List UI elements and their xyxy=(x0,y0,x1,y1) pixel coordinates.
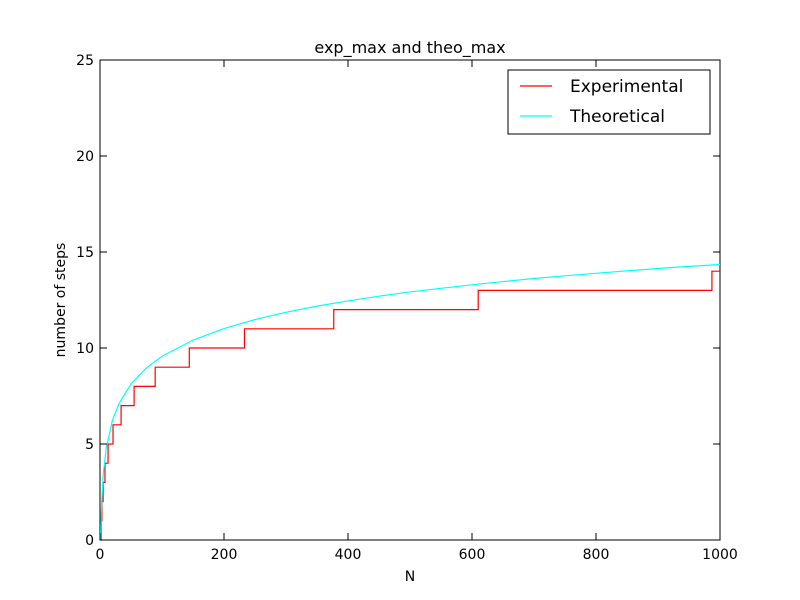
chart-title: exp_max and theo_max xyxy=(314,38,505,58)
y-tick-label: 25 xyxy=(76,53,94,69)
x-tick-label: 1000 xyxy=(702,547,738,563)
series-line-theoretical xyxy=(100,263,721,541)
series-layer xyxy=(100,263,721,541)
y-tick-label: 0 xyxy=(85,533,94,549)
y-tick-label: 10 xyxy=(76,341,94,357)
legend-box xyxy=(507,69,711,135)
x-tick-label: 400 xyxy=(335,547,362,563)
series-line-experimental xyxy=(100,270,720,541)
y-tick-label: 5 xyxy=(85,437,94,453)
plot-frame xyxy=(99,59,721,541)
x-tick-label: 200 xyxy=(211,547,238,563)
x-axis-title: N xyxy=(405,569,415,585)
y-tick-label: 20 xyxy=(76,149,94,165)
y-axis-title: number of steps xyxy=(53,243,69,358)
x-tick-label: 0 xyxy=(96,547,105,563)
x-tick-label: 600 xyxy=(459,547,486,563)
legend-label-experimental: Experimental xyxy=(570,77,683,97)
x-tick-label: 800 xyxy=(583,547,610,563)
legend-label-theoretical: Theoretical xyxy=(569,107,665,127)
legend: Experimental Theoretical xyxy=(507,69,711,135)
ticks-layer: 0 200 400 600 800 1000 0 5 10 15 20 25 xyxy=(76,53,738,563)
y-tick-label: 15 xyxy=(76,245,94,261)
